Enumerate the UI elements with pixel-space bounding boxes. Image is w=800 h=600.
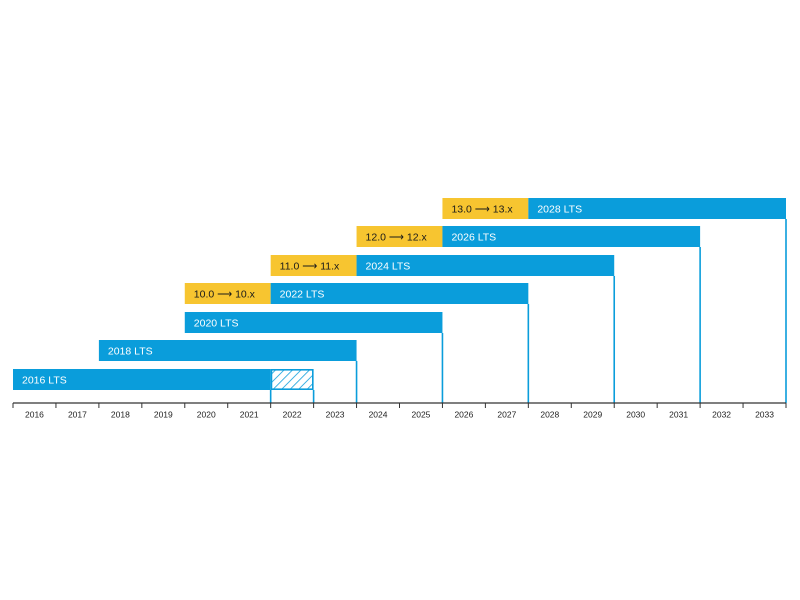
- bar-label-13-0-13-x: 13.0 ⟶ 13.x: [451, 204, 513, 216]
- year-tick-label: 2030: [626, 410, 645, 420]
- bar-label-2026-lts: 2026 LTS: [451, 232, 496, 244]
- lts-bar-2020-lts: [184, 312, 443, 333]
- lts-bar-2016-lts: [13, 369, 271, 390]
- lts-bar-2024-lts: [356, 255, 615, 276]
- lts-bar-2018-lts: [98, 340, 357, 361]
- bar-label-10-0-10-x: 10.0 ⟶ 10.x: [194, 289, 256, 301]
- bar-label-2018-lts: 2018 LTS: [108, 346, 153, 358]
- extended-support-bar: [270, 368, 314, 390]
- year-tick-label: 2029: [583, 410, 602, 420]
- feature-bar-10-0-10-x: [184, 283, 271, 304]
- bar-label-12-0-12-x: 12.0 ⟶ 12.x: [366, 232, 428, 244]
- feature-bar-11-0-11-x: [270, 255, 357, 276]
- year-tick-label: 2033: [755, 410, 774, 420]
- year-tick-label: 2016: [25, 410, 44, 420]
- feature-bar-13-0-13-x: [442, 198, 529, 219]
- year-tick-label: 2032: [712, 410, 731, 420]
- year-axis: 2016 2017 2018 2019 2020 2021 2022 2023 2024 2025…: [12, 402, 787, 420]
- bar-label-2024-lts: 2024 LTS: [366, 261, 411, 273]
- bar-label-11-0-11-x: 11.0 ⟶ 11.x: [280, 261, 340, 273]
- year-tick-label: 2028: [540, 410, 559, 420]
- year-tick-label: 2024: [369, 410, 388, 420]
- feature-bar-12-0-12-x: [356, 226, 443, 247]
- year-tick-label: 2023: [326, 410, 345, 420]
- lts-bar-2028-lts: [528, 198, 786, 219]
- year-tick-label: 2022: [283, 410, 302, 420]
- lts-bar-2022-lts: [270, 283, 529, 304]
- bar-label-2020-lts: 2020 LTS: [194, 318, 239, 330]
- year-tick-label: 2027: [497, 410, 516, 420]
- year-tick-label: 2026: [454, 410, 473, 420]
- lts-bar-2026-lts: [442, 226, 701, 247]
- bar-label-2028-lts: 2028 LTS: [537, 204, 582, 216]
- year-tick-label: 2020: [197, 410, 216, 420]
- timeline-bars: 13.0 ⟶ 13.x 2028 LTS 12.0 ⟶ 12.x 2026 LTS 11…: [13, 198, 786, 390]
- bar-label-2022-lts: 2022 LTS: [280, 289, 325, 301]
- year-tick-label: 2031: [669, 410, 688, 420]
- year-tick-label: 2019: [154, 410, 173, 420]
- year-tick-label: 2018: [111, 410, 130, 420]
- year-tick-label: 2025: [412, 410, 431, 420]
- end-marker-lines: [269, 219, 787, 403]
- bar-label-2016-lts: 2016 LTS: [22, 375, 67, 387]
- year-tick-label: 2021: [240, 410, 259, 420]
- year-tick-label: 2017: [68, 410, 87, 420]
